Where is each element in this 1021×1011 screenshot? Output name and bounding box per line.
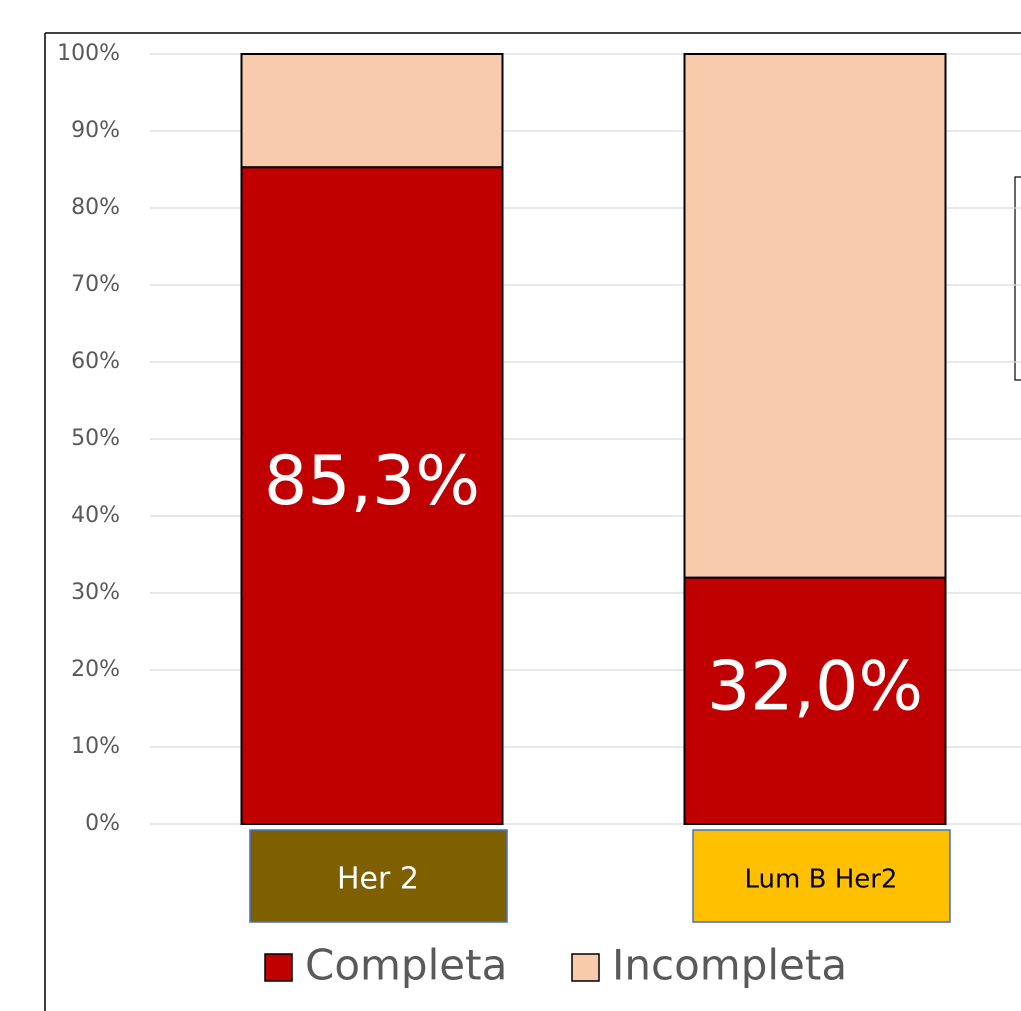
y-tick-label: 100%	[57, 41, 120, 66]
cropped-box	[1014, 176, 1021, 381]
y-tick-label: 30%	[71, 580, 120, 605]
x-tick-label: Her 2	[337, 862, 419, 897]
y-tick-label: 40%	[71, 503, 120, 528]
value-label: 32,0%	[707, 647, 923, 726]
bar-segment	[240, 53, 504, 169]
value-label: 85,3%	[264, 442, 480, 521]
legend-label: Completa	[305, 941, 507, 990]
legend-swatch	[571, 953, 600, 982]
y-tick-label: 70%	[71, 272, 120, 297]
y-tick-label: 0%	[85, 811, 120, 836]
x-tick-label: Lum B Her2	[745, 865, 898, 895]
legend-swatch	[264, 953, 293, 982]
bar-segment	[240, 166, 504, 825]
y-tick-label: 50%	[71, 426, 120, 451]
category-box	[692, 829, 951, 923]
bar-segment	[683, 53, 947, 579]
bar-segment	[683, 576, 947, 825]
category-box	[249, 829, 508, 923]
y-tick-label: 90%	[71, 118, 120, 143]
y-tick-label: 10%	[71, 734, 120, 759]
y-tick-label: 20%	[71, 657, 120, 682]
legend-label: Incompleta	[612, 941, 847, 990]
y-tick-label: 80%	[71, 195, 120, 220]
y-tick-label: 60%	[71, 349, 120, 374]
